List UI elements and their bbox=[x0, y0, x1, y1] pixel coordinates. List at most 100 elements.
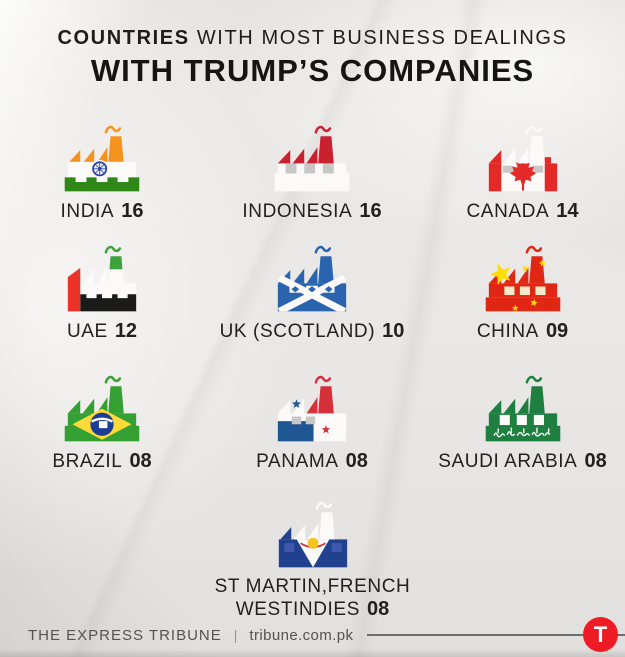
grid-row-4: ST MARTIN,FRENCH WESTINDIES 08 bbox=[0, 473, 625, 621]
country-value: 09 bbox=[545, 320, 569, 342]
smoke-icon bbox=[315, 501, 332, 510]
smoke-icon bbox=[525, 375, 542, 384]
title-line-1: COUNTRIES WITH MOST BUSINESS DEALINGS bbox=[0, 27, 625, 50]
sun-emblem bbox=[307, 537, 318, 549]
tribune-logo: T bbox=[583, 617, 618, 652]
country-card-canada: CANADA 14 bbox=[420, 109, 625, 223]
ashoka-chakra-emblem bbox=[90, 159, 109, 178]
uae-flag-factory-icon bbox=[63, 243, 141, 316]
uk-scotland-flag-factory-icon bbox=[273, 243, 351, 316]
blue-base-quarter bbox=[277, 421, 314, 442]
factory-windows bbox=[86, 288, 128, 299]
country-label: INDIA 16 bbox=[60, 200, 144, 222]
factory-windows bbox=[285, 163, 334, 174]
country-grid: INDIA 16 INDONESIA 16 bbox=[0, 109, 625, 621]
saudi-arabia-flag-factory-icon bbox=[484, 373, 562, 446]
footer-separator: | bbox=[233, 627, 238, 643]
country-value: 08 bbox=[345, 450, 368, 472]
globe-band bbox=[90, 417, 114, 423]
country-value: 10 bbox=[382, 320, 405, 342]
sawtooth-roof bbox=[82, 267, 108, 284]
country-card-saudi-arabia: SAUDI ARABIA 08 bbox=[420, 343, 625, 473]
red-band bbox=[67, 267, 81, 312]
sawtooth-roof-and-chimney bbox=[503, 136, 545, 164]
publisher-name: THE EXPRESS TRIBUNE bbox=[28, 626, 222, 644]
country-card-china: CHINA 09 bbox=[420, 223, 625, 343]
factory-windows bbox=[503, 286, 546, 296]
factory-windows bbox=[291, 416, 316, 425]
sawtooth-roof-and-chimney bbox=[67, 136, 124, 164]
infographic-title: COUNTRIES WITH MOST BUSINESS DEALINGS WI… bbox=[0, 0, 625, 89]
country-card-brazil: BRAZIL 08 bbox=[0, 343, 204, 473]
grid-row-1: INDIA 16 INDONESIA 16 bbox=[0, 109, 625, 223]
sawtooth-roof-white bbox=[293, 523, 318, 540]
country-card-indonesia: INDONESIA 16 bbox=[204, 109, 420, 223]
smoke-icon bbox=[104, 245, 122, 254]
title-line-2: WITH TRUMP’S COMPANIES bbox=[90, 53, 535, 88]
country-card-uae: UAE 12 bbox=[0, 223, 204, 343]
title-rest: WITH MOST BUSINESS DEALINGS bbox=[189, 27, 568, 49]
country-label: INDONESIA 16 bbox=[242, 200, 382, 222]
tribune-logo-letter: T bbox=[593, 621, 608, 647]
factory-base bbox=[80, 294, 137, 312]
china-flag-factory-icon bbox=[484, 243, 562, 316]
chimney bbox=[318, 512, 335, 540]
factory-silhouette bbox=[485, 256, 560, 312]
country-label: ST MARTIN,FRENCH WESTINDIES 08 bbox=[215, 576, 411, 621]
brazil-flag-factory-icon bbox=[63, 373, 141, 446]
footer: THE EXPRESS TRIBUNE | tribune.com.pk bbox=[28, 620, 625, 650]
red-bands-and-maple-leaf bbox=[488, 150, 557, 192]
sawtooth-roof-white bbox=[277, 398, 305, 414]
chimney-top bbox=[109, 256, 123, 270]
country-card-st-martin: ST MARTIN,FRENCH WESTINDIES 08 bbox=[205, 473, 421, 621]
title-emphasis: COUNTRIES bbox=[57, 27, 190, 49]
country-label: BRAZIL 08 bbox=[52, 450, 152, 472]
window-notch bbox=[98, 421, 108, 429]
country-label: SAUDI ARABIA 08 bbox=[438, 450, 607, 472]
sawtooth-roof-and-chimney bbox=[277, 136, 334, 164]
country-value: 08 bbox=[584, 450, 607, 472]
saltire-cross bbox=[277, 275, 347, 312]
st-martin-flag-factory-icon bbox=[274, 499, 352, 572]
country-label: UAE 12 bbox=[66, 320, 138, 342]
grid-row-3: BRAZIL 08 bbox=[0, 343, 625, 473]
footer-rule bbox=[367, 634, 625, 636]
country-label: CANADA 14 bbox=[466, 200, 579, 222]
country-label: CHINA 09 bbox=[476, 320, 569, 342]
smoke-icon bbox=[104, 375, 122, 384]
country-value: 16 bbox=[359, 200, 382, 222]
indonesia-flag-factory-icon bbox=[273, 123, 351, 196]
india-flag-factory-icon bbox=[63, 123, 141, 196]
factory-windows bbox=[502, 165, 543, 173]
panama-flag-factory-icon bbox=[273, 373, 351, 446]
canada-flag-factory-icon bbox=[484, 123, 562, 196]
publisher-website: tribune.com.pk bbox=[249, 626, 354, 644]
country-value: 08 bbox=[366, 598, 390, 620]
country-value: 14 bbox=[556, 200, 579, 222]
chimney-bottom bbox=[108, 269, 124, 284]
factory-windows bbox=[283, 543, 342, 552]
chimney-and-red-tooth bbox=[306, 386, 334, 414]
country-value: 08 bbox=[129, 450, 152, 472]
smoke-icon bbox=[314, 375, 332, 384]
factory-windows bbox=[499, 414, 544, 426]
smoke-icon bbox=[314, 245, 332, 254]
factory-base bbox=[274, 172, 350, 192]
country-label-line-2: WESTINDIES 08 bbox=[235, 598, 390, 620]
country-value: 16 bbox=[121, 200, 144, 222]
smoke-icon bbox=[525, 245, 542, 254]
smoke-icon bbox=[525, 125, 542, 134]
country-label: PANAMA 08 bbox=[256, 450, 368, 472]
blue-tooth bbox=[279, 526, 291, 540]
arabic-script bbox=[493, 427, 550, 438]
country-value: 12 bbox=[114, 320, 138, 342]
country-label: UK (SCOTLAND) 10 bbox=[219, 320, 405, 342]
grid-row-2: UAE 12 bbox=[0, 223, 625, 343]
country-card-panama: PANAMA 08 bbox=[204, 343, 420, 473]
window-diamonds bbox=[291, 286, 333, 293]
smoke-icon bbox=[314, 125, 332, 134]
country-label-line-1: ST MARTIN,FRENCH bbox=[214, 576, 411, 597]
country-card-uk-scotland: UK (SCOTLAND) 10 bbox=[204, 223, 420, 343]
smoke-icon bbox=[104, 125, 122, 134]
country-card-india: INDIA 16 bbox=[0, 109, 204, 223]
